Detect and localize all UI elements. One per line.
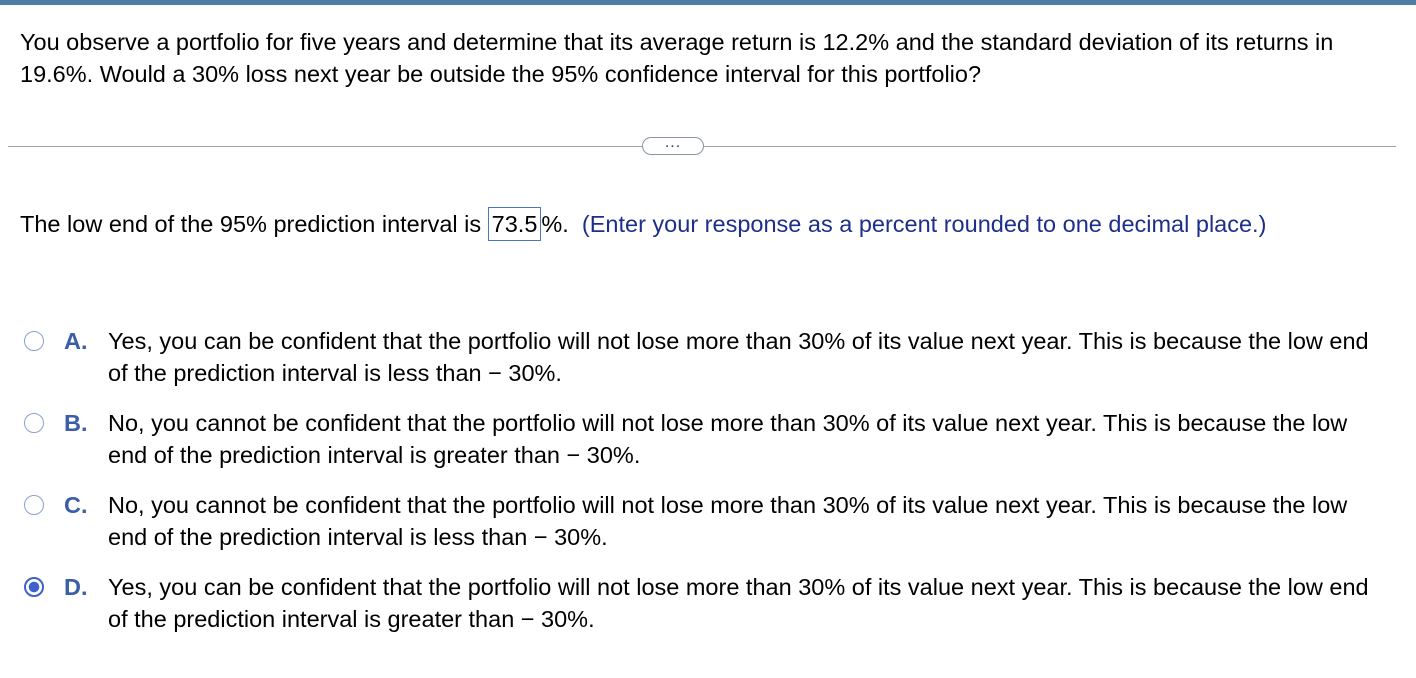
option-text-a: Yes, you can be confident that the portf… (108, 328, 1369, 386)
top-accent-bar (0, 0, 1416, 5)
option-text-d: Yes, you can be confident that the portf… (108, 574, 1369, 632)
ellipsis-icon: ... (664, 134, 682, 151)
option-letter-c: C. (64, 492, 88, 518)
question-text: You observe a portfolio for five years a… (20, 29, 1334, 87)
answer-line: The low end of the 95% prediction interv… (20, 205, 1400, 243)
answer-instruction: (Enter your response as a percent rounde… (581, 211, 1267, 237)
option-letter-d: D. (64, 574, 88, 600)
radio-button-c[interactable] (24, 495, 44, 515)
option-letter-a: A. (64, 328, 88, 354)
option-text-c: No, you cannot be confident that the por… (108, 492, 1348, 550)
option-d[interactable]: D. Yes, you can be confident that the po… (24, 571, 1404, 653)
answer-options: A. Yes, you can be confident that the po… (24, 325, 1404, 653)
option-letter-b: B. (64, 410, 88, 436)
answer-suffix: %. (541, 211, 569, 237)
radio-button-a[interactable] (24, 331, 44, 351)
more-options-button[interactable]: ... (642, 134, 704, 155)
radio-button-d[interactable] (24, 577, 44, 597)
answer-prefix: The low end of the 95% prediction interv… (20, 211, 488, 237)
option-c[interactable]: C. No, you cannot be confident that the … (24, 489, 1404, 571)
radio-button-b[interactable] (24, 413, 44, 433)
option-text-b: No, you cannot be confident that the por… (108, 410, 1348, 468)
answer-input[interactable]: 73.5 (487, 206, 542, 241)
option-b[interactable]: B. No, you cannot be confident that the … (24, 407, 1404, 489)
option-a[interactable]: A. Yes, you can be confident that the po… (24, 325, 1404, 407)
